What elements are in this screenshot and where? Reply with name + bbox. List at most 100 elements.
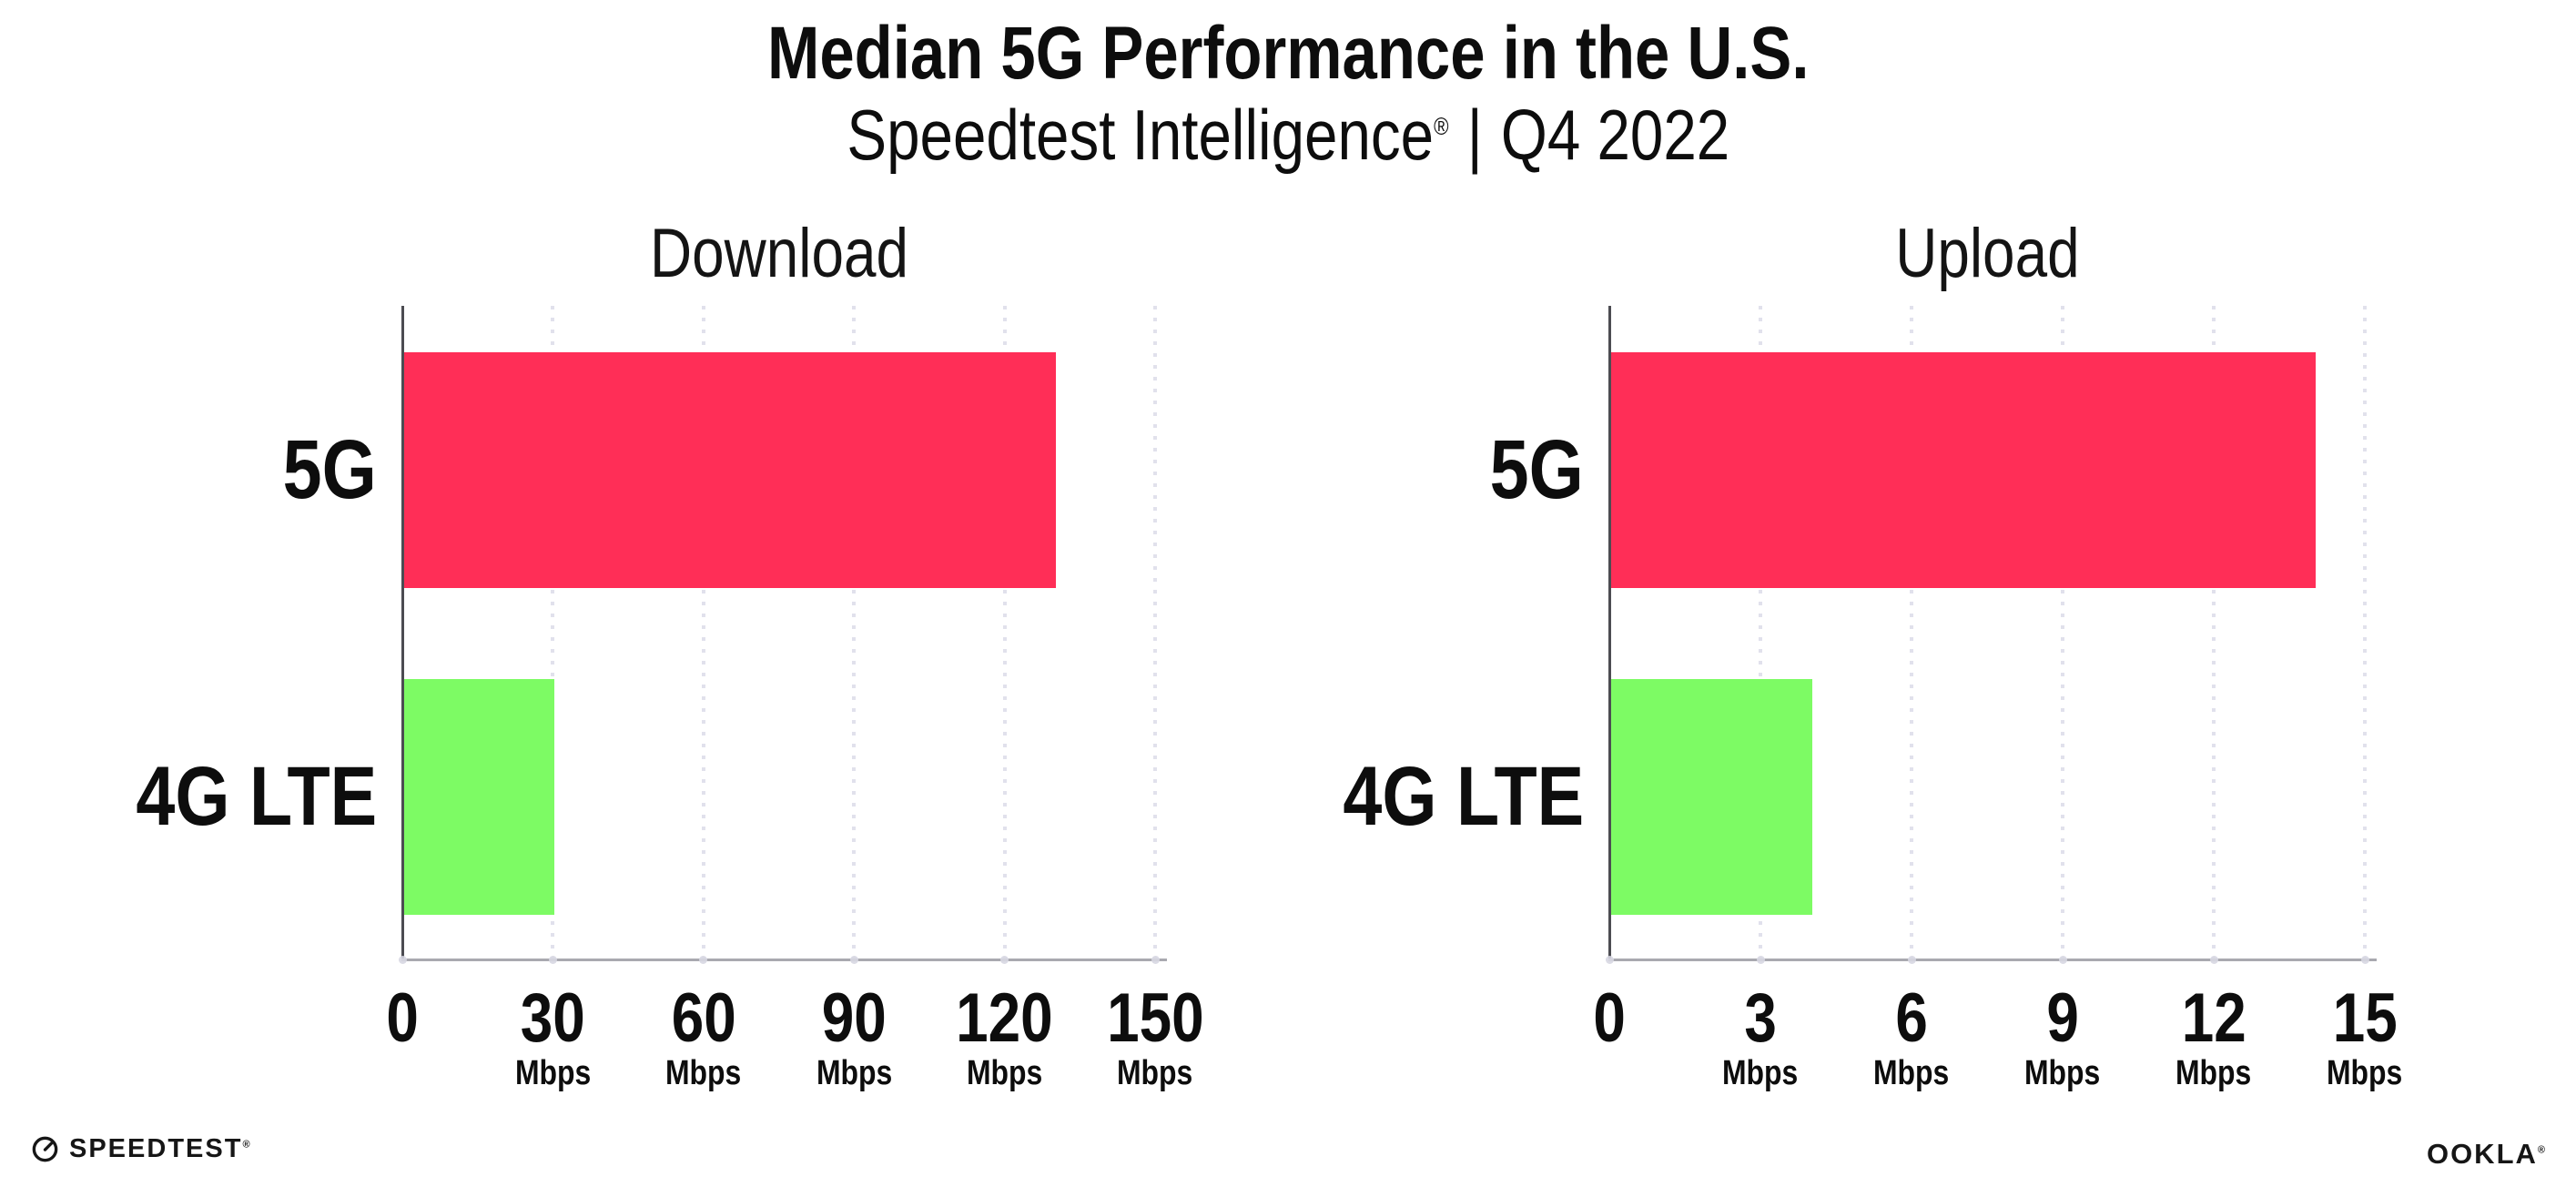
x-tick-value: 0 — [1593, 979, 1626, 1057]
speedtest-logo: SPEEDTEST® — [31, 1134, 252, 1164]
page-subtitle: Speedtest Intelligence® | Q4 2022 — [0, 95, 2576, 175]
x-tick-unit-download-30: Mbps — [443, 1054, 662, 1092]
gridline-upload-6 — [1910, 306, 1913, 959]
category-label-4g-lte-download: 4G LTE — [0, 679, 377, 915]
ookla-wordmark: OOKLA — [2426, 1138, 2538, 1170]
x-tick-unit-download-60: Mbps — [594, 1054, 813, 1092]
category-label-text: 5G — [1489, 423, 1584, 516]
category-label-text: 5G — [282, 423, 377, 516]
axis-tick-dot-download-150 — [1151, 956, 1160, 964]
x-tick-unit-text: Mbps — [966, 1054, 1043, 1092]
gridline-download-90 — [852, 306, 857, 959]
x-axis-line-upload — [1607, 959, 2377, 961]
gridline-download-30 — [551, 306, 555, 959]
x-tick-download-150: 150 — [1046, 981, 1264, 1056]
x-tick-unit-text: Mbps — [1873, 1054, 1950, 1092]
subtitle-brand: Speedtest Intelligence — [847, 95, 1434, 175]
x-tick-download-120: 120 — [896, 981, 1114, 1056]
axis-tick-dot-download-90 — [849, 956, 858, 964]
x-tick-value: 0 — [386, 979, 419, 1057]
x-tick-upload-6: 6 — [1802, 981, 2021, 1056]
chart-title-download: Download — [402, 217, 1155, 291]
speedtest-gauge-icon — [32, 1136, 58, 1162]
x-tick-unit-upload-12: Mbps — [2104, 1054, 2323, 1092]
x-tick-unit-text: Mbps — [2175, 1054, 2252, 1092]
x-tick-value: 60 — [671, 979, 736, 1057]
chart-title-text: Download — [649, 215, 908, 292]
page-subtitle-text: Speedtest Intelligence® | Q4 2022 — [847, 95, 1729, 175]
x-tick-download-0: 0 — [293, 981, 512, 1056]
bar-5g-download — [403, 352, 1057, 588]
category-label-4g-lte-upload: 4G LTE — [1038, 679, 1584, 915]
x-tick-unit-download-90: Mbps — [745, 1054, 963, 1092]
gridline-download-150 — [1153, 306, 1157, 959]
x-tick-unit-upload-15: Mbps — [2256, 1054, 2474, 1092]
x-tick-upload-0: 0 — [1500, 981, 1719, 1056]
category-label-5g-upload: 5G — [1038, 352, 1584, 588]
x-tick-unit-text: Mbps — [514, 1054, 592, 1092]
x-tick-download-60: 60 — [594, 981, 813, 1056]
axis-tick-dot-download-120 — [1000, 956, 1009, 964]
bar-4g-lte-upload — [1610, 679, 1812, 915]
x-tick-unit-text: Mbps — [2024, 1054, 2101, 1092]
x-tick-unit-text: Mbps — [816, 1054, 892, 1092]
x-tick-unit-text: Mbps — [1117, 1054, 1193, 1092]
axis-tick-dot-download-30 — [548, 956, 557, 964]
axis-tick-dot-download-60 — [699, 956, 708, 964]
x-tick-value: 90 — [821, 979, 887, 1057]
category-label-5g-download: 5G — [0, 352, 377, 588]
x-tick-value: 15 — [2332, 979, 2398, 1057]
x-tick-unit-upload-3: Mbps — [1651, 1054, 1870, 1092]
ookla-logo: OOKLA® — [2427, 1138, 2547, 1171]
x-tick-unit-upload-6: Mbps — [1802, 1054, 2021, 1092]
x-tick-upload-3: 3 — [1651, 981, 1870, 1056]
x-tick-upload-15: 15 — [2256, 981, 2474, 1056]
x-tick-value: 3 — [1744, 979, 1777, 1057]
x-tick-unit-text: Mbps — [2327, 1054, 2403, 1092]
registered-mark-icon: ® — [1433, 113, 1449, 140]
x-tick-value: 12 — [2181, 979, 2246, 1057]
x-tick-unit-text: Mbps — [665, 1054, 742, 1092]
ookla-registered-icon: ® — [2537, 1144, 2547, 1156]
speedtest-wordmark: SPEEDTEST — [69, 1134, 243, 1163]
x-tick-value: 120 — [956, 979, 1053, 1057]
x-tick-download-30: 30 — [443, 981, 662, 1056]
x-tick-upload-12: 12 — [2104, 981, 2323, 1056]
chart-title-upload: Upload — [1609, 217, 2365, 291]
speedtest-logo-text: SPEEDTEST® — [69, 1134, 252, 1164]
x-tick-upload-9: 9 — [1953, 981, 2172, 1056]
gridline-upload-15 — [2363, 306, 2367, 959]
chart-title-text: Upload — [1894, 215, 2080, 292]
x-tick-unit-download-150: Mbps — [1046, 1054, 1264, 1092]
gridline-upload-3 — [1759, 306, 1762, 959]
category-label-text: 4G LTE — [1343, 750, 1584, 843]
page-title: Median 5G Performance in the U.S. — [0, 13, 2576, 95]
x-tick-unit-download-120: Mbps — [896, 1054, 1114, 1092]
x-tick-unit-text: Mbps — [1722, 1054, 1799, 1092]
bar-5g-upload — [1610, 352, 2317, 588]
page-title-text: Median 5G Performance in the U.S. — [766, 12, 1810, 95]
gridline-download-120 — [1002, 306, 1007, 959]
speedtest-registered-icon: ® — [242, 1139, 252, 1151]
axis-tick-dot-upload-0 — [1605, 956, 1614, 964]
axis-tick-dot-upload-3 — [1756, 956, 1765, 964]
x-tick-unit-upload-9: Mbps — [1953, 1054, 2172, 1092]
axis-tick-dot-upload-15 — [2360, 956, 2369, 964]
x-tick-download-90: 90 — [745, 981, 963, 1056]
y-axis-line-download — [401, 306, 404, 961]
subtitle-period: Q4 2022 — [1500, 95, 1729, 175]
axis-tick-dot-upload-9 — [2058, 956, 2067, 964]
x-tick-value: 150 — [1106, 979, 1204, 1057]
x-tick-value: 9 — [2046, 979, 2079, 1057]
bar-4g-lte-download — [403, 679, 554, 915]
subtitle-separator: | — [1466, 95, 1483, 175]
axis-tick-dot-download-0 — [398, 956, 407, 964]
x-axis-line-download — [401, 959, 1167, 961]
y-axis-line-upload — [1607, 306, 1611, 961]
gridline-upload-9 — [2061, 306, 2064, 959]
axis-tick-dot-upload-6 — [1907, 956, 1916, 964]
x-tick-value: 30 — [520, 979, 585, 1057]
axis-tick-dot-upload-12 — [2209, 956, 2218, 964]
x-tick-value: 6 — [1895, 979, 1928, 1057]
